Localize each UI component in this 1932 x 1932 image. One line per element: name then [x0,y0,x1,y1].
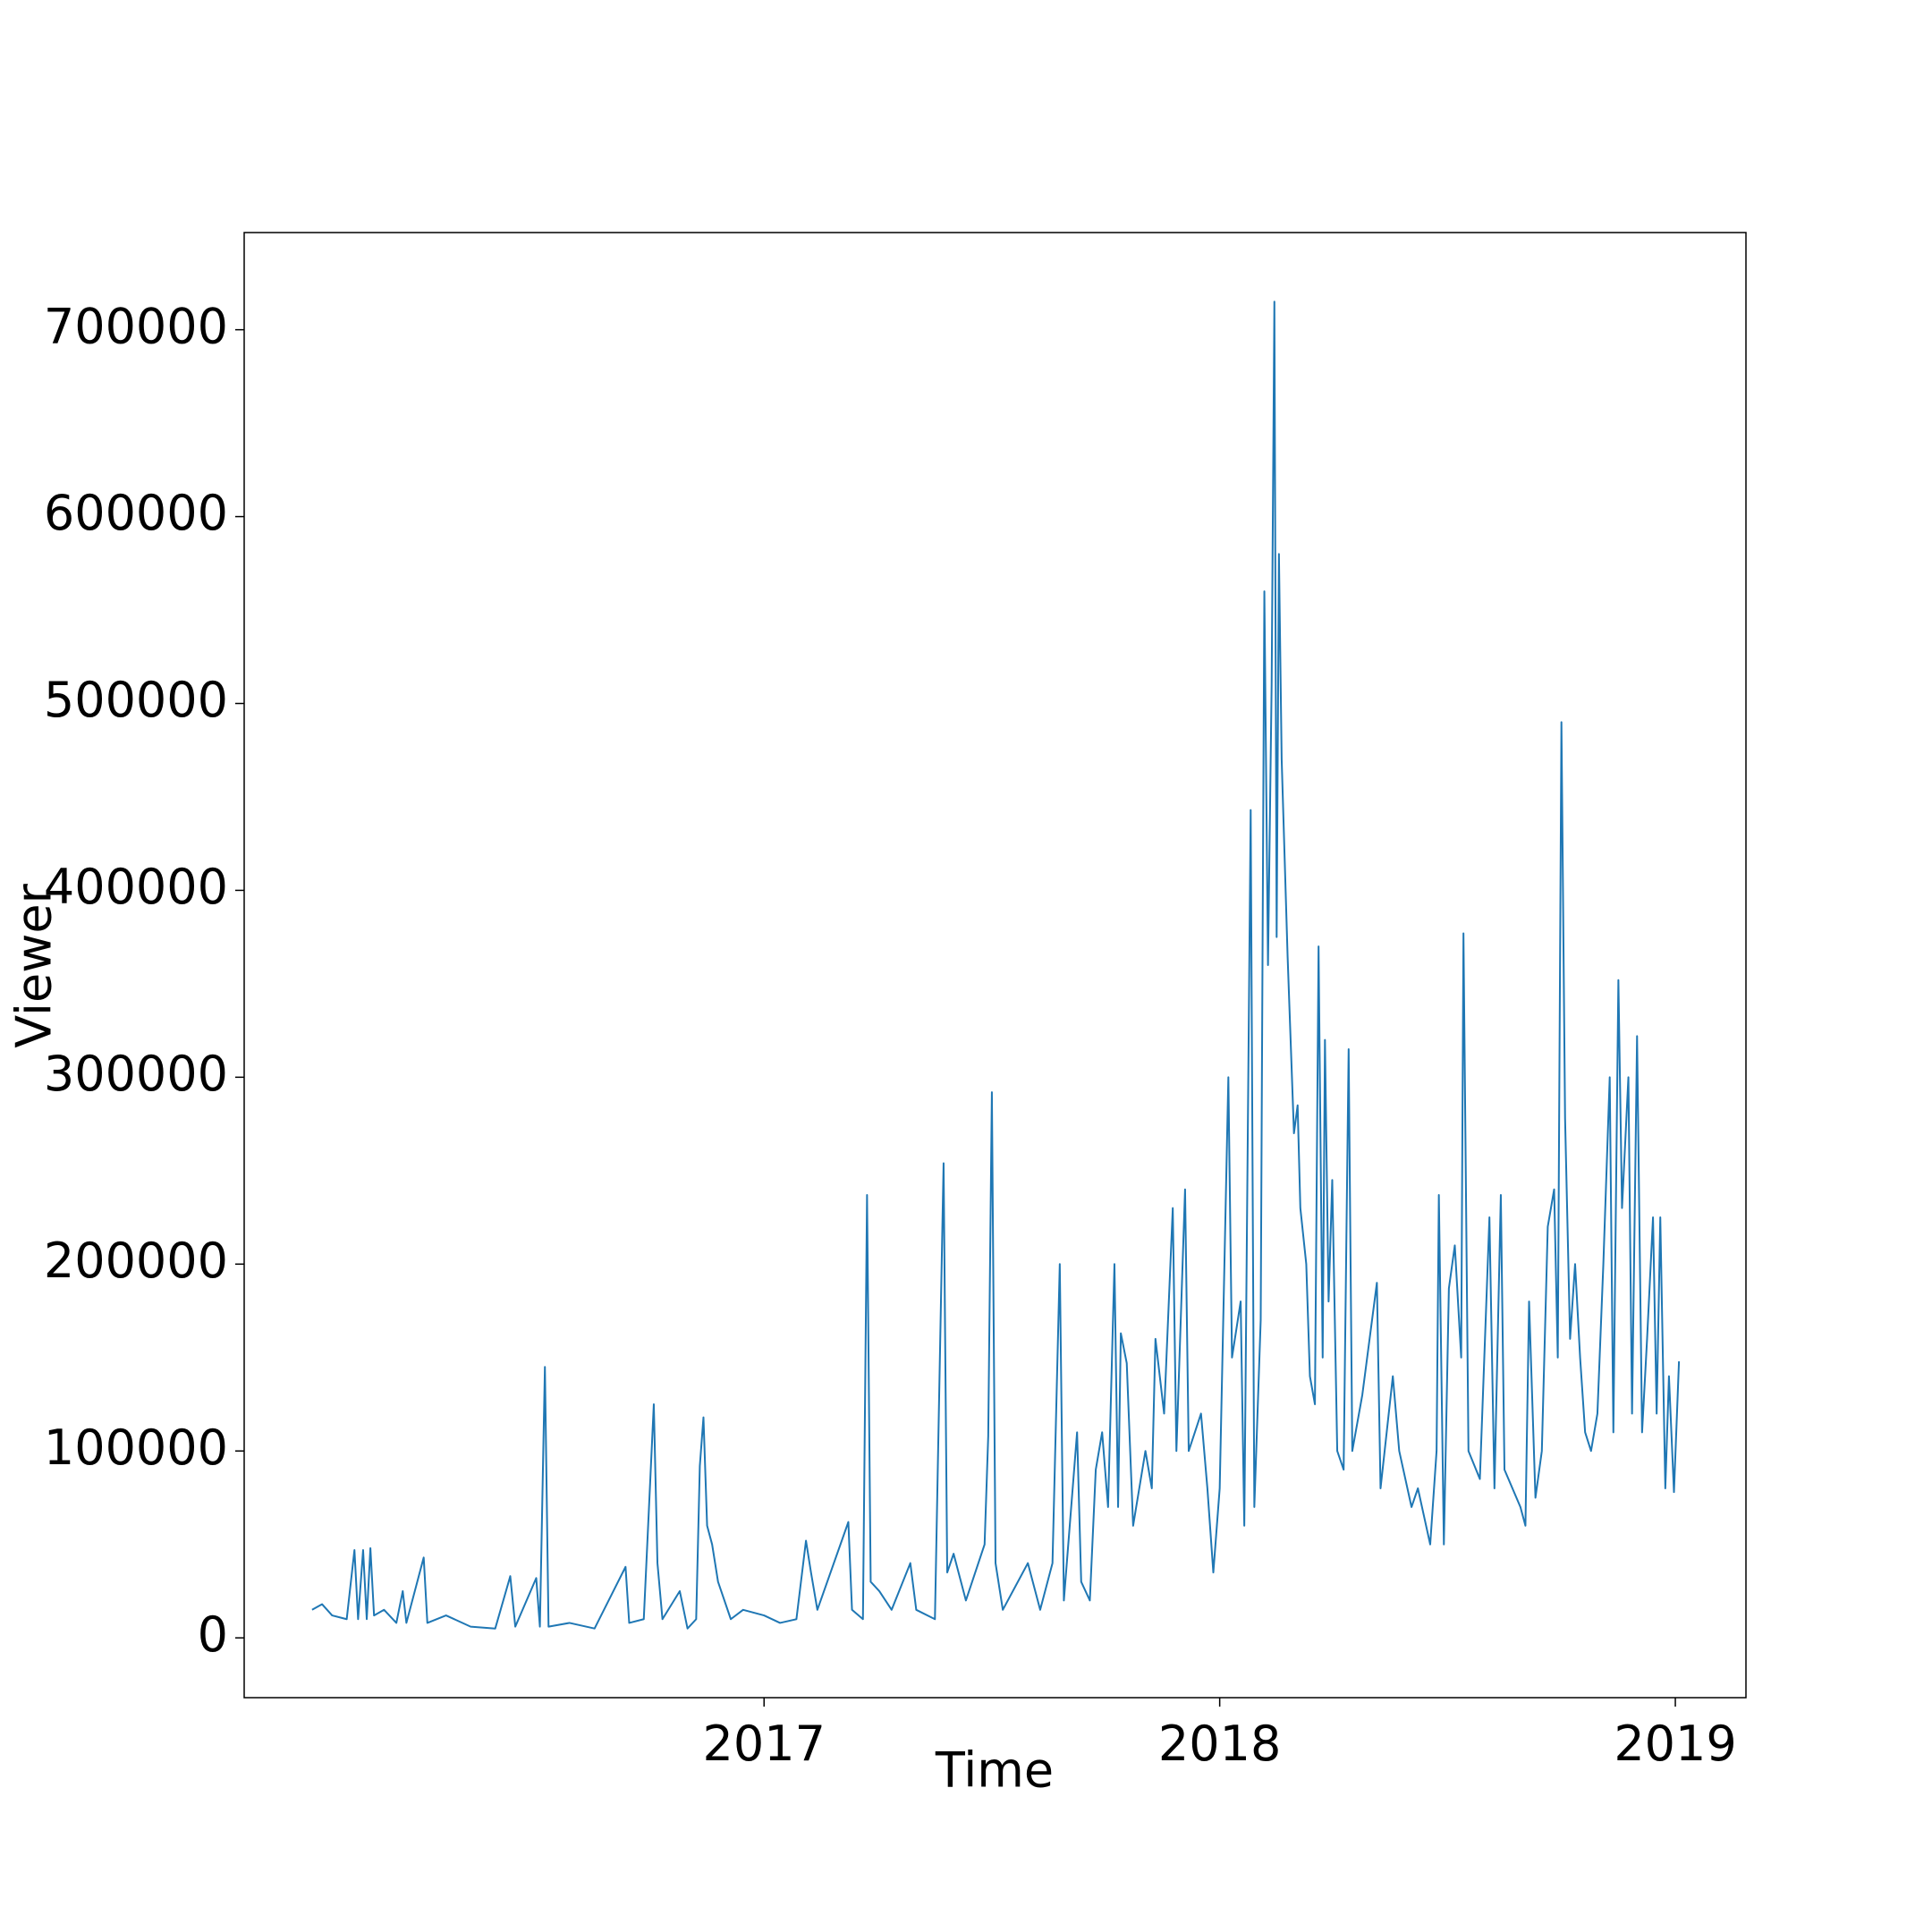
y-tick-label: 200000 [44,1233,228,1289]
y-axis-label: Viewer [6,883,63,1047]
y-tick-label: 400000 [44,859,228,915]
x-tick-label: 2019 [1614,1716,1736,1772]
plot-frame [243,232,1747,1699]
x-axis-label: Time [935,1742,1054,1799]
x-tick-label: 2018 [1158,1716,1281,1772]
y-tick-label: 700000 [44,298,228,354]
y-tick-label: 600000 [44,485,228,541]
x-tick-label: 2017 [703,1716,826,1772]
y-tick-label: 300000 [44,1046,228,1102]
y-tick-label: 100000 [44,1419,228,1476]
y-tick-label: 500000 [44,672,228,728]
data-line [311,301,1681,1630]
y-tick-label: 0 [198,1606,228,1663]
